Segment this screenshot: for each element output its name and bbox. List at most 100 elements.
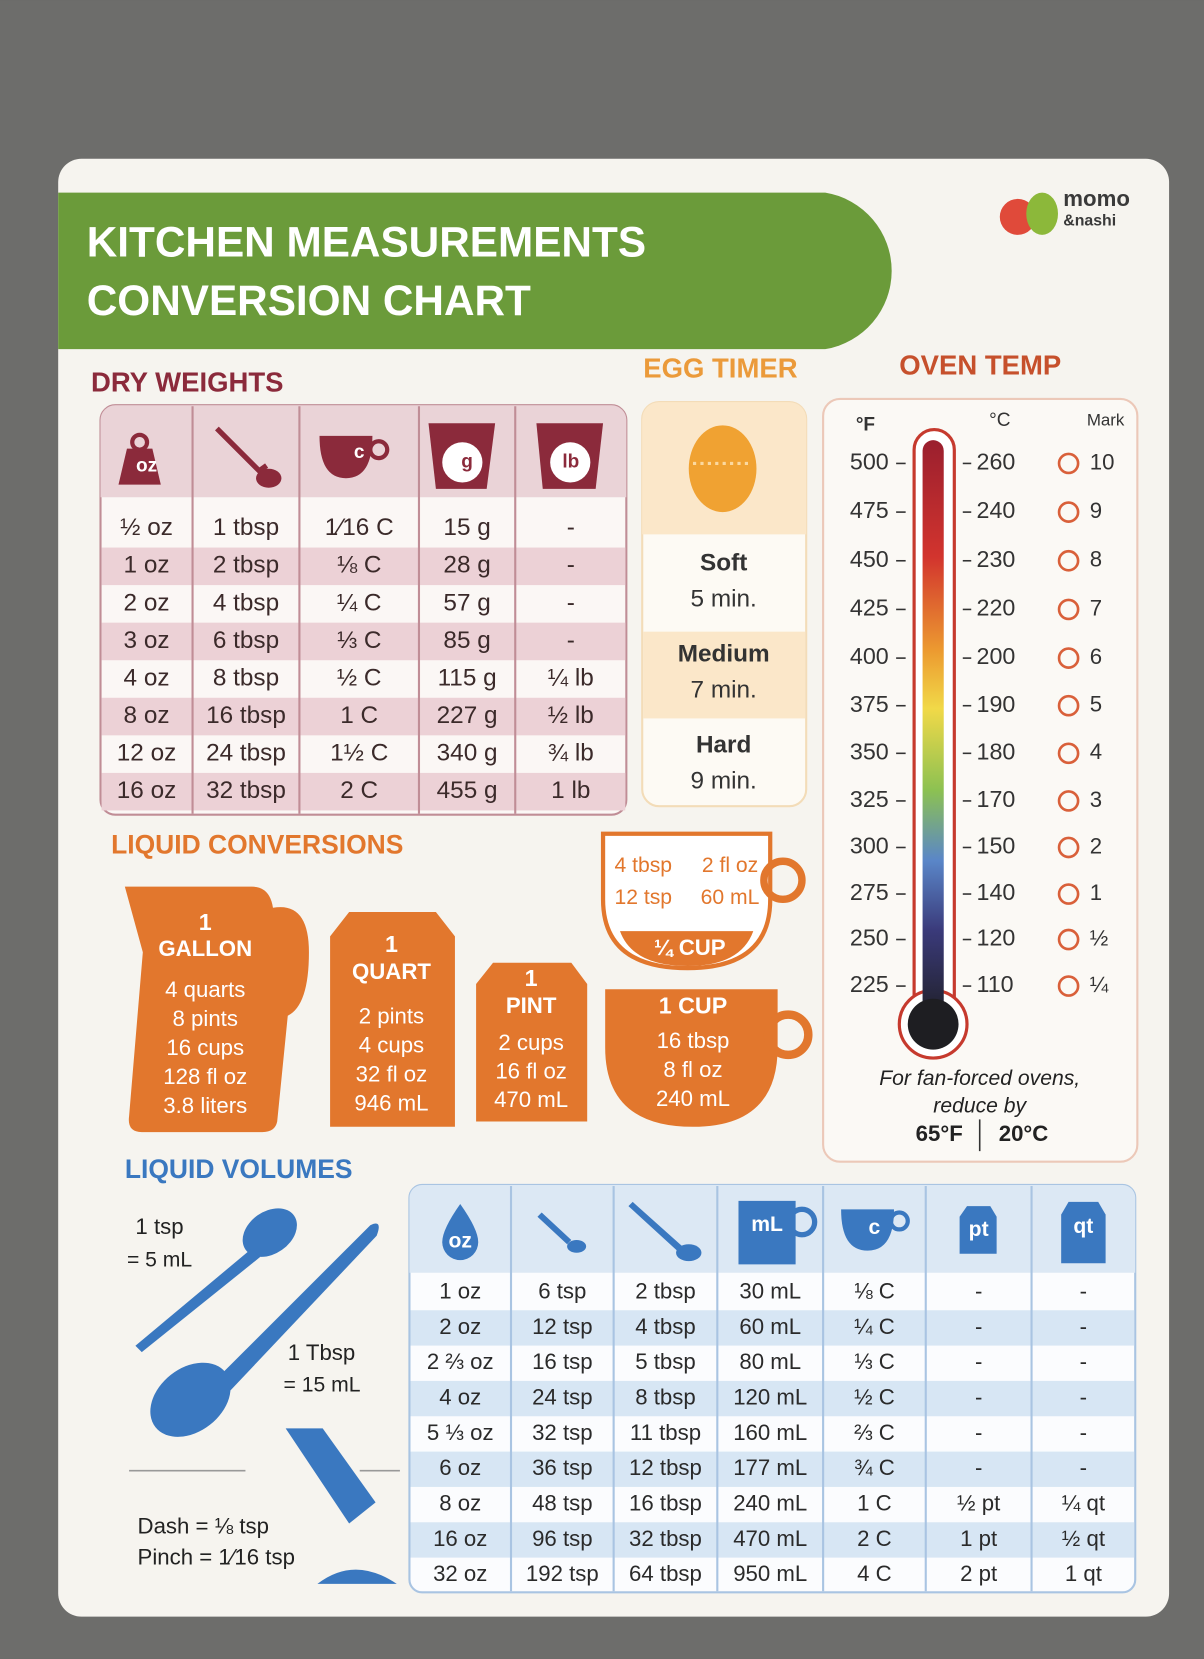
egg-medium-band [643,631,806,719]
gas-mark: 5 [1090,692,1102,717]
cell: 120 mL [733,1384,807,1409]
row-stripe [101,622,626,661]
gas-mark: 7 [1090,595,1102,620]
cell: - [567,552,575,579]
volume-icons [442,1200,1106,1265]
cell: 4 tbsp [213,589,279,616]
row-stripe [410,1380,1135,1417]
cell: 2 ⅔ oz [427,1349,494,1374]
note: reduce by [933,1094,1027,1117]
thermometer-bulb [907,998,959,1050]
note: For fan-forced ovens, [879,1067,1080,1090]
cell: ½ lb [548,702,594,729]
fahrenheit: 325 [850,786,889,812]
cell: - [567,514,575,541]
fahrenheit: 250 [850,925,889,951]
celsius: 220 [977,595,1016,621]
column-label: c [869,1216,881,1239]
tbsp-icon [628,1201,683,1252]
column-label: qt [1073,1215,1093,1238]
column-label: Mark [1087,411,1125,430]
cell: - [1080,1278,1087,1303]
cell: - [1080,1384,1087,1409]
gas-mark: 3 [1090,787,1102,812]
reduction: 65°F [916,1121,963,1146]
cell: - [1080,1455,1087,1480]
cell: 24 tbsp [206,740,286,767]
tsp-bowl [242,1208,297,1257]
cell: - [1080,1314,1087,1339]
cell: 48 tsp [532,1490,592,1515]
tbsp-bowl [150,1362,231,1437]
container-text: 3.8 liters [163,1093,247,1118]
cell: 5 tbsp [635,1349,695,1374]
cell: - [567,627,575,654]
cell: - [975,1455,982,1480]
egg-name: Medium [678,640,770,667]
cell: 4 C [857,1561,892,1586]
brand: momo [1063,186,1130,211]
cell: 160 mL [733,1420,807,1445]
container-text: 128 fl oz [163,1064,247,1089]
gas-icon [1057,928,1080,951]
cell: 340 g [437,740,498,767]
tsp-handle [135,1248,261,1353]
cell: 16 tbsp [206,702,286,729]
fahrenheit: 400 [850,643,889,669]
celsius: 180 [977,738,1016,764]
gas-icon [1057,647,1080,669]
section-title: EGG TIMER [643,353,797,384]
cell: 4 oz [124,664,170,691]
tsp-icon [537,1212,572,1245]
tbsp-icon-bowl [676,1244,702,1262]
logo-apple [999,198,1036,235]
egg-name: Hard [696,731,751,758]
cell: 16 oz [117,777,177,804]
drop-icon [442,1204,479,1261]
spoon-label: 1 Tbsp [288,1340,355,1365]
pt-carton [959,1206,997,1254]
cell: 6 tsp [538,1278,586,1303]
cell: ⅓ C [337,627,382,654]
title: KITCHEN MEASUREMENTS [87,219,646,266]
column-label: mL [751,1213,783,1236]
cell: ¼ C [854,1314,895,1339]
cell: 1 lb [551,777,590,804]
dry-icons [118,423,604,489]
cell: ¾ C [854,1455,895,1480]
cell: 57 g [443,589,490,616]
celsius: 120 [977,925,1016,951]
spoon-drawings [135,1208,397,1584]
cell: 2 oz [439,1314,481,1339]
gas-icon [1057,975,1080,997]
fahrenheit: 225 [850,971,889,997]
cell: - [1080,1420,1087,1445]
column-label: g [461,451,473,472]
cell: - [975,1384,982,1409]
cell: 115 g [438,664,497,691]
egg-time: 7 min. [691,676,757,703]
fahrenheit: 350 [850,738,889,764]
container-text: 1 [525,965,538,991]
cell: 950 mL [733,1561,807,1586]
container-text: 8 fl oz [663,1057,722,1082]
celsius: 110 [977,971,1014,997]
cell: 8 tbsp [213,664,279,691]
row-stripe [410,1310,1135,1346]
cell: 1⁄16 C [325,514,394,541]
section-title: LIQUID VOLUMES [125,1154,353,1184]
gas-mark: 2 [1090,833,1102,858]
cell: 1 qt [1065,1561,1102,1586]
container-text: 1 [199,909,212,935]
cell: 12 tsp [532,1314,592,1339]
quarter-cup-text: 60 mL [701,886,760,909]
cell: 32 tbsp [206,777,286,804]
container-text: 4 quarts [165,977,245,1002]
cell: 1 C [340,702,378,729]
egg-time: 9 min. [691,767,757,794]
gas-icon [1057,694,1080,717]
celsius: 170 [977,786,1016,812]
cell: 4 oz [439,1384,481,1409]
cell: ½ C [337,664,382,691]
container-text: 1 [385,931,398,957]
